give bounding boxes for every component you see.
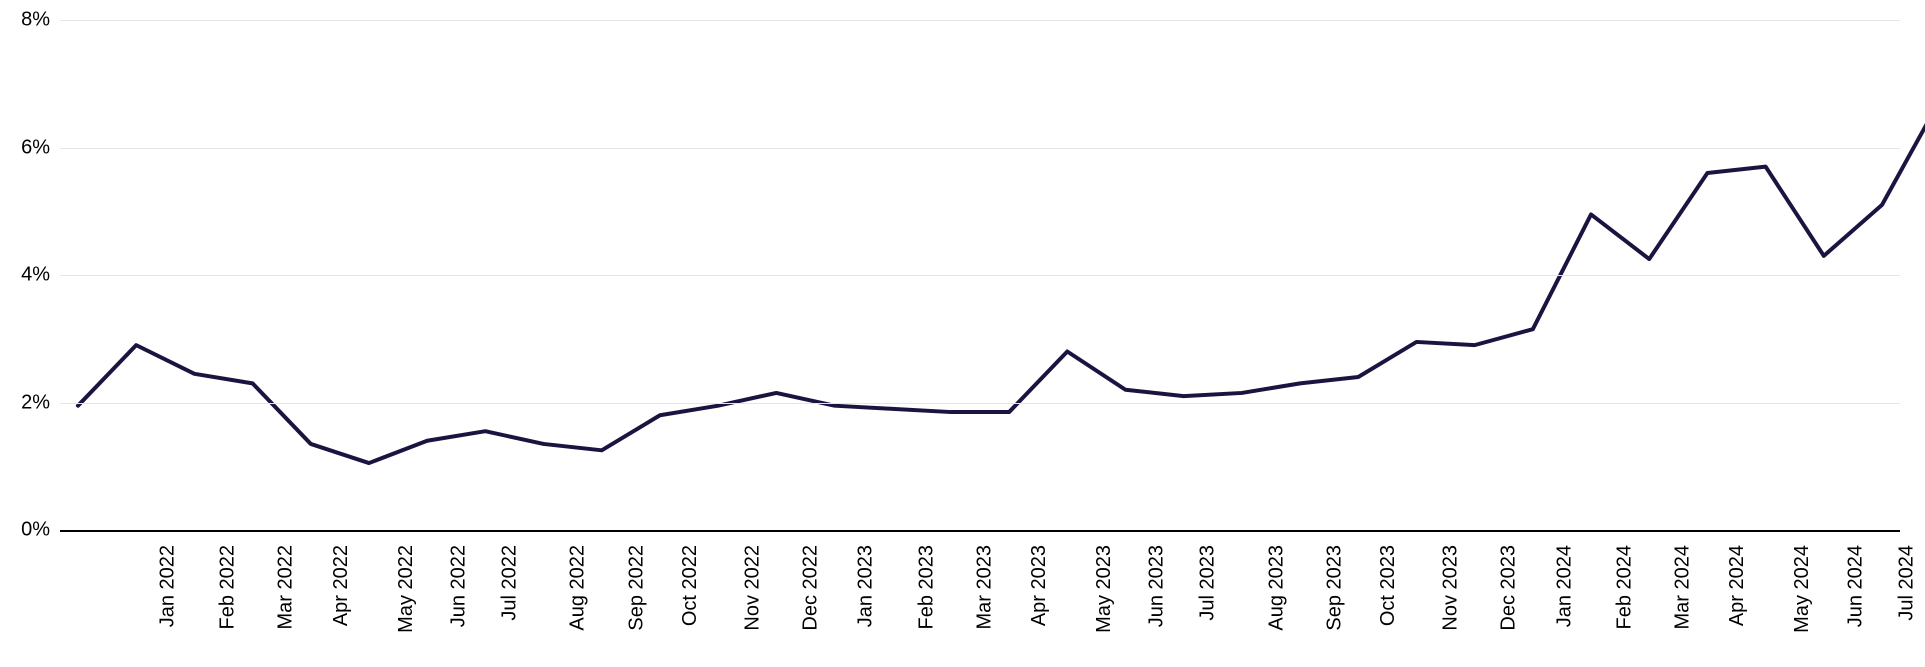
x-tick-label: Jul 2024 xyxy=(1895,545,1918,621)
gridline xyxy=(60,275,1900,276)
x-tick-label: Jun 2023 xyxy=(1146,545,1169,627)
x-tick-label: Nov 2023 xyxy=(1440,545,1463,631)
gridline xyxy=(60,148,1900,149)
y-tick-label: 2% xyxy=(0,391,50,414)
x-tick-label: Aug 2023 xyxy=(1265,545,1288,631)
x-tick-label: Feb 2024 xyxy=(1613,545,1636,630)
x-tick-label: Mar 2023 xyxy=(973,545,996,630)
x-tick-label: Apr 2024 xyxy=(1726,545,1749,626)
x-tick-label: Sep 2023 xyxy=(1324,545,1347,631)
x-tick-label: Jan 2024 xyxy=(1553,545,1576,627)
x-tick-label: Feb 2022 xyxy=(217,545,240,630)
x-tick-label: Feb 2023 xyxy=(915,545,938,630)
x-tick-label: Jul 2023 xyxy=(1197,545,1220,621)
x-tick-label: May 2024 xyxy=(1791,545,1814,633)
x-tick-label: Mar 2024 xyxy=(1672,545,1695,630)
gridline xyxy=(60,20,1900,21)
y-tick-label: 0% xyxy=(0,519,50,542)
x-tick-label: May 2023 xyxy=(1093,545,1116,633)
line-chart: 0% 2% 4% 6% 8% Jan 2022 Feb 2022 Mar 2022 Apr 20… xyxy=(0,10,1925,660)
chart-line xyxy=(78,100,1925,463)
x-tick-label: Apr 2023 xyxy=(1028,545,1051,626)
x-tick-label: Dec 2023 xyxy=(1498,545,1521,631)
y-tick-label: 8% xyxy=(0,9,50,32)
x-tick-label: Oct 2022 xyxy=(679,545,702,626)
x-tick-label: Nov 2022 xyxy=(742,545,765,631)
x-tick-label: Mar 2022 xyxy=(275,545,298,630)
gridline xyxy=(60,403,1900,404)
x-tick-label: Aug 2022 xyxy=(567,545,590,631)
plot-area xyxy=(60,20,1900,530)
x-tick-label: May 2022 xyxy=(395,545,418,633)
x-tick-label: Apr 2022 xyxy=(330,545,353,626)
y-tick-label: 6% xyxy=(0,136,50,159)
x-tick-label: Oct 2023 xyxy=(1377,545,1400,626)
baseline xyxy=(60,530,1900,532)
y-tick-label: 4% xyxy=(0,264,50,287)
x-tick-label: Jul 2022 xyxy=(499,545,522,621)
x-tick-label: Dec 2022 xyxy=(800,545,823,631)
x-tick-label: Jun 2022 xyxy=(447,545,470,627)
x-tick-label: Jun 2024 xyxy=(1844,545,1867,627)
x-tick-label: Jan 2022 xyxy=(156,545,179,627)
x-tick-label: Sep 2022 xyxy=(625,545,648,631)
x-tick-label: Jan 2023 xyxy=(855,545,878,627)
